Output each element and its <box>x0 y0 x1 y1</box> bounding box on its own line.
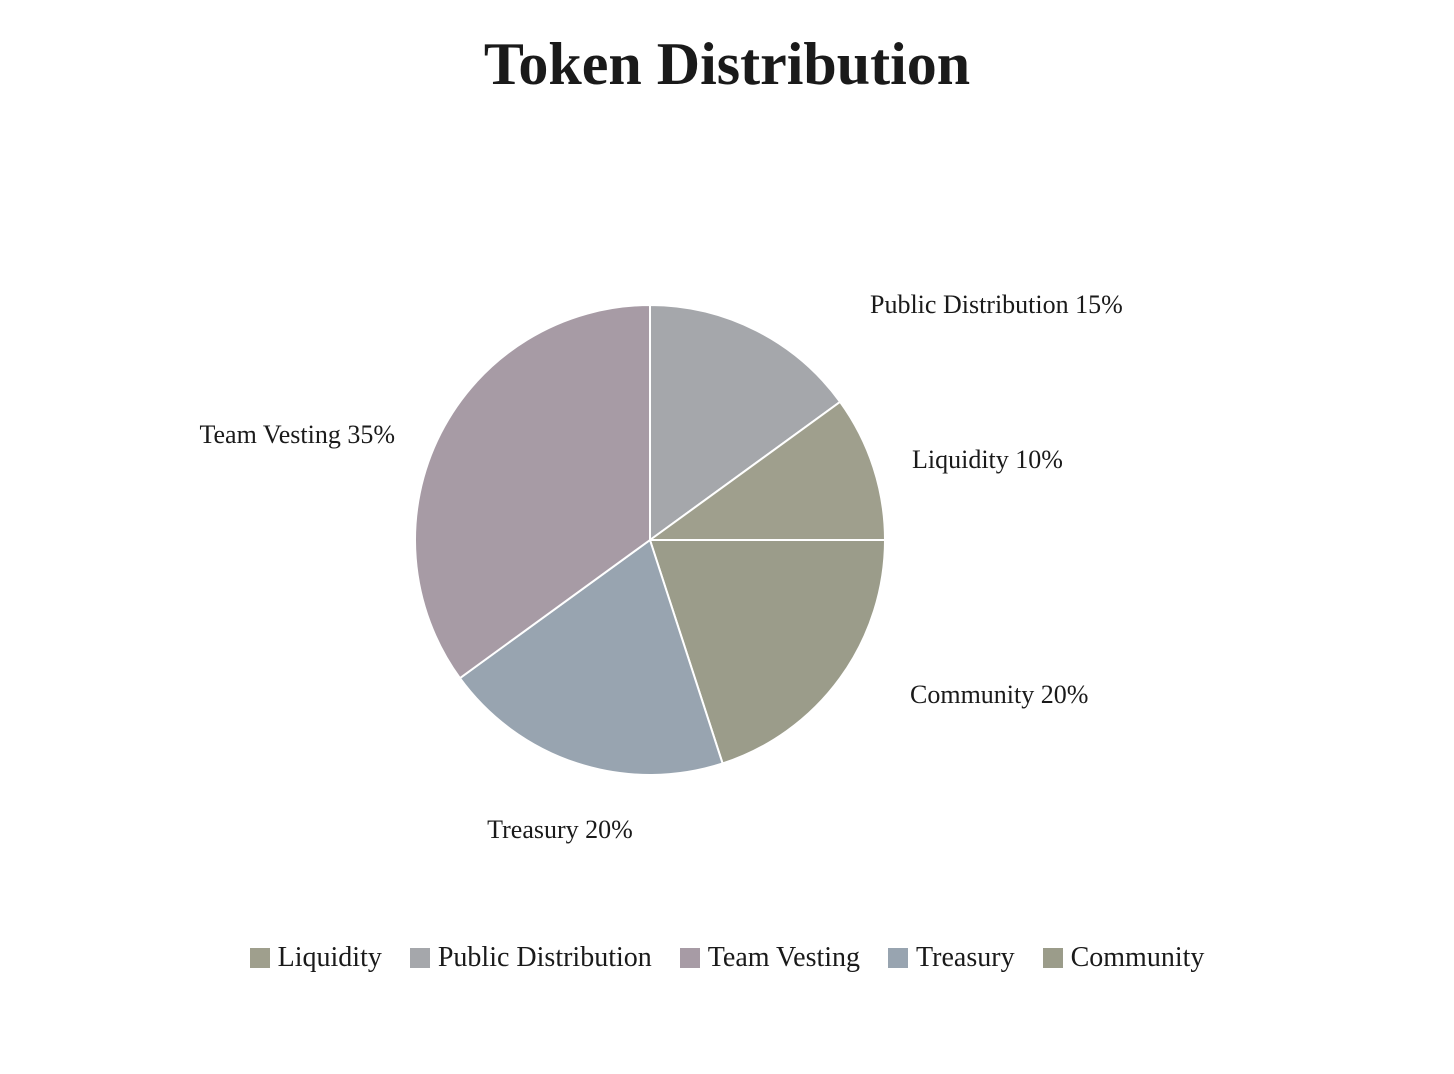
chart-container: Token Distribution Public Distribution 1… <box>0 0 1454 1074</box>
legend: Liquidity Public Distribution Team Vesting… <box>0 942 1454 974</box>
legend-label: Team Vesting <box>708 942 860 974</box>
slice-label-liquidity: Liquidity 10% <box>912 445 1063 475</box>
legend-item-public-distribution: Public Distribution <box>410 942 652 974</box>
legend-swatch <box>250 948 270 968</box>
legend-item-team-vesting: Team Vesting <box>680 942 860 974</box>
legend-item-community: Community <box>1043 942 1205 974</box>
legend-label: Liquidity <box>278 942 382 974</box>
slice-label-community: Community 20% <box>910 680 1088 710</box>
legend-swatch <box>410 948 430 968</box>
legend-label: Community <box>1071 942 1205 974</box>
legend-swatch <box>888 948 908 968</box>
pie-chart <box>0 0 1454 1074</box>
legend-item-liquidity: Liquidity <box>250 942 382 974</box>
slice-label-public-distribution: Public Distribution 15% <box>870 290 1123 320</box>
legend-label: Public Distribution <box>438 942 652 974</box>
slice-label-treasury: Treasury 20% <box>487 815 633 845</box>
legend-item-treasury: Treasury <box>888 942 1015 974</box>
legend-swatch <box>1043 948 1063 968</box>
legend-swatch <box>680 948 700 968</box>
slice-label-team-vesting: Team Vesting 35% <box>199 420 395 450</box>
legend-label: Treasury <box>916 942 1015 974</box>
